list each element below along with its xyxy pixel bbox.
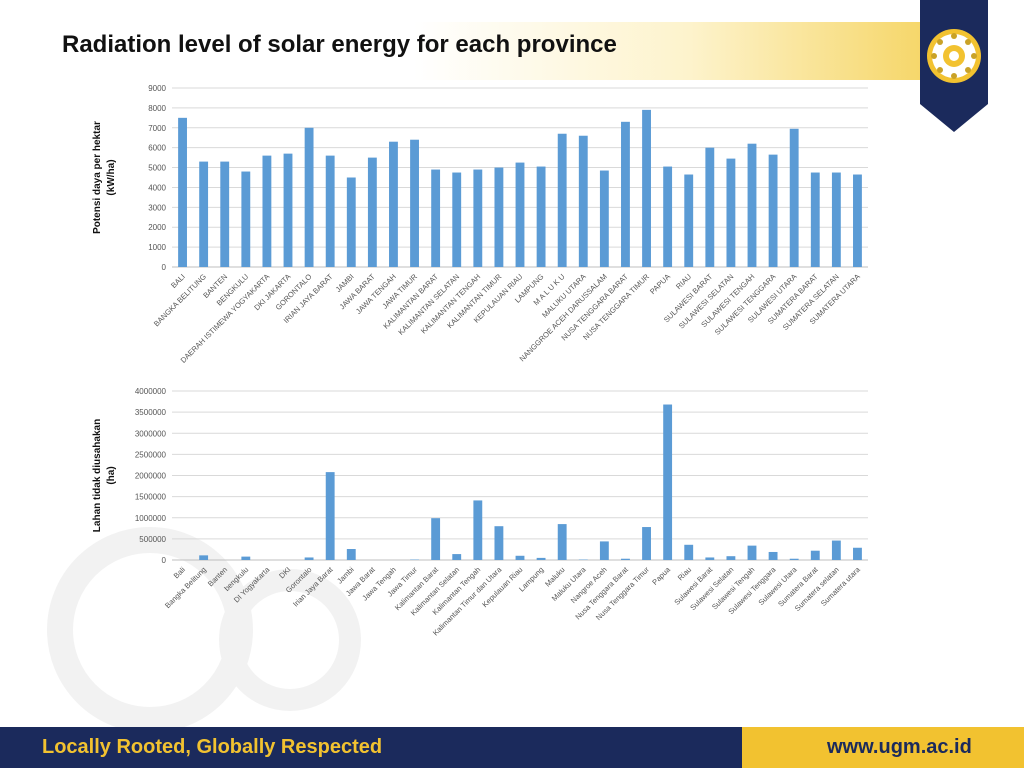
bar xyxy=(367,157,377,267)
y-tick-label: 0 xyxy=(162,556,167,565)
bar xyxy=(726,158,736,267)
bar xyxy=(536,557,546,560)
bar xyxy=(853,174,862,267)
bar xyxy=(199,161,209,267)
bar xyxy=(705,147,715,267)
y-tick-label: 0 xyxy=(162,263,167,272)
footer-website-link[interactable]: www.ugm.ac.id xyxy=(827,736,972,758)
x-tick-label: Bali xyxy=(172,565,187,580)
bar xyxy=(621,558,630,560)
y-tick-label: 2000000 xyxy=(135,472,167,481)
footer-accent xyxy=(742,727,1024,768)
bar xyxy=(747,545,757,560)
bar xyxy=(557,524,567,560)
y-axis-label: Lahan tidak diusahakan xyxy=(92,419,103,532)
y-tick-label: 5000 xyxy=(148,164,166,173)
bar xyxy=(810,172,820,267)
y-tick-label: 500000 xyxy=(139,535,166,544)
y-tick-label: 1000000 xyxy=(135,514,167,523)
bar xyxy=(178,117,187,267)
bar xyxy=(431,518,441,560)
bar xyxy=(810,550,820,560)
bar xyxy=(789,128,799,267)
bar xyxy=(262,155,272,267)
bar xyxy=(557,133,567,267)
bar xyxy=(346,177,356,267)
bar xyxy=(325,155,335,267)
bar xyxy=(663,404,673,560)
y-axis-label: Potensi daya per hektar xyxy=(92,121,103,234)
charts-canvas: 0 1000 2000 3000 4000 5000 6000 7000 8000 9000 Pot… xyxy=(92,84,868,637)
bar xyxy=(452,554,462,560)
bar xyxy=(304,127,314,268)
bar xyxy=(283,153,293,267)
bar xyxy=(241,556,251,560)
bar xyxy=(515,162,525,267)
y-tick-label: 3000000 xyxy=(135,429,167,438)
bar xyxy=(431,169,441,267)
y-axis-unit-label: (ha) xyxy=(106,466,117,484)
chart-2: 0 500000 1000000 1500000 2000000 2500000 30000… xyxy=(92,387,868,637)
bar xyxy=(726,556,736,560)
bar xyxy=(515,555,525,560)
bar xyxy=(621,121,630,267)
bar xyxy=(473,500,483,560)
y-axis-unit-label: (kW/ha) xyxy=(106,159,117,195)
bar xyxy=(831,172,841,267)
bar xyxy=(705,557,715,560)
bar xyxy=(599,170,609,267)
bar xyxy=(789,558,799,560)
title-band xyxy=(0,22,920,80)
y-tick-label: 4000 xyxy=(148,183,166,192)
bar xyxy=(599,541,609,560)
bar xyxy=(642,109,651,267)
bar xyxy=(452,172,462,267)
y-tick-label: 8000 xyxy=(148,104,166,113)
bar xyxy=(536,166,546,267)
bar xyxy=(578,135,588,267)
footer-tagline: Locally Rooted, Globally Respected xyxy=(42,736,383,758)
x-tick-label: BALI xyxy=(169,272,187,290)
x-tick-label: RIAU xyxy=(674,272,693,291)
bar xyxy=(389,141,398,267)
y-tick-label: 4000000 xyxy=(135,387,167,396)
bar xyxy=(853,547,862,560)
bar xyxy=(494,167,504,267)
y-tick-label: 2000 xyxy=(148,223,166,232)
bar xyxy=(684,174,694,267)
bar xyxy=(241,171,251,267)
x-tick-label: Papua xyxy=(650,564,672,586)
x-tick-label: DKI xyxy=(277,565,292,580)
ugm-seal-icon xyxy=(920,0,988,132)
bar xyxy=(473,169,483,267)
y-tick-label: 1500000 xyxy=(135,493,167,502)
watermark-logo xyxy=(47,527,361,733)
page-title: Radiation level of solar energy for each… xyxy=(62,31,617,58)
bar xyxy=(642,527,651,560)
bar xyxy=(663,166,673,267)
bar xyxy=(199,555,209,560)
bar xyxy=(325,472,335,560)
y-tick-label: 2500000 xyxy=(135,450,167,459)
bar xyxy=(684,544,694,560)
bar xyxy=(831,540,841,560)
bar xyxy=(494,526,504,560)
chart-1: 0 1000 2000 3000 4000 5000 6000 7000 8000 9000 Pot… xyxy=(92,84,868,365)
x-tick-label: Riau xyxy=(676,565,693,582)
y-tick-label: 3000 xyxy=(148,203,166,212)
bar xyxy=(747,143,757,267)
y-tick-label: 7000 xyxy=(148,124,166,133)
x-tick-label: PAPUA xyxy=(648,272,672,296)
y-tick-label: 6000 xyxy=(148,144,166,153)
bar xyxy=(410,139,419,267)
y-tick-label: 3500000 xyxy=(135,408,167,417)
bar xyxy=(220,161,230,267)
bar xyxy=(768,551,778,560)
y-tick-label: 9000 xyxy=(148,84,166,93)
bar xyxy=(304,557,314,560)
bar xyxy=(346,549,356,560)
bar xyxy=(768,154,778,267)
y-tick-label: 1000 xyxy=(148,243,166,252)
